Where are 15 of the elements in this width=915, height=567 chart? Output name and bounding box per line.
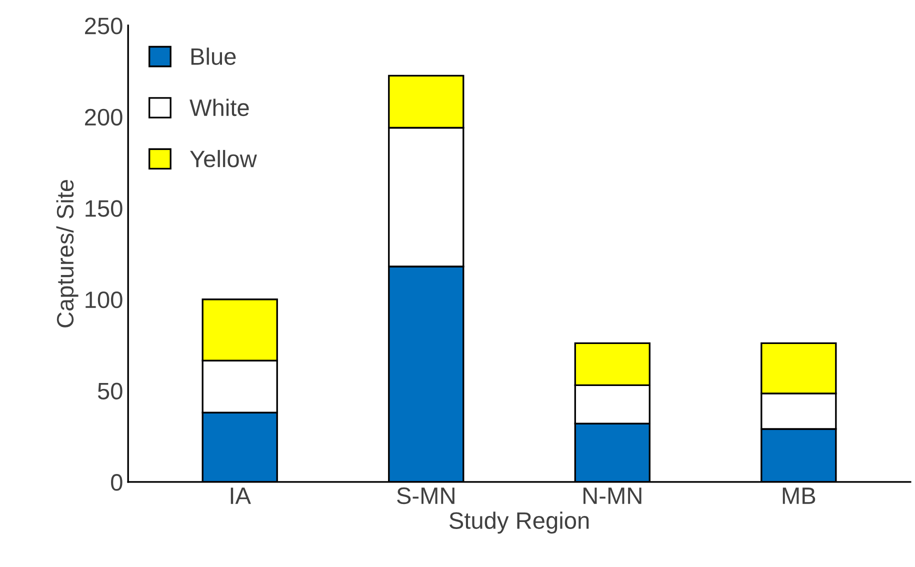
y-tick-label: 100 <box>86 291 122 308</box>
legend-label: Yellow <box>190 150 257 168</box>
y-tick-label: 150 <box>86 200 122 217</box>
legend-label: White <box>190 98 249 116</box>
y-tick-label: 200 <box>85 108 122 126</box>
legend-label: Blue <box>191 48 236 65</box>
x-tick-label: IA <box>230 488 251 504</box>
x-tick-label: S-MN <box>397 487 454 504</box>
y-axis-title: Captures/ Site <box>56 180 78 328</box>
y-tick-label: 0 <box>111 474 122 491</box>
x-tick-label: MB <box>782 488 816 504</box>
y-tick-label: 50 <box>98 382 122 400</box>
x-axis-title: Study Region <box>449 512 589 534</box>
x-tick-label: N-MN <box>584 488 642 504</box>
y-tick-label: 250 <box>85 18 122 34</box>
